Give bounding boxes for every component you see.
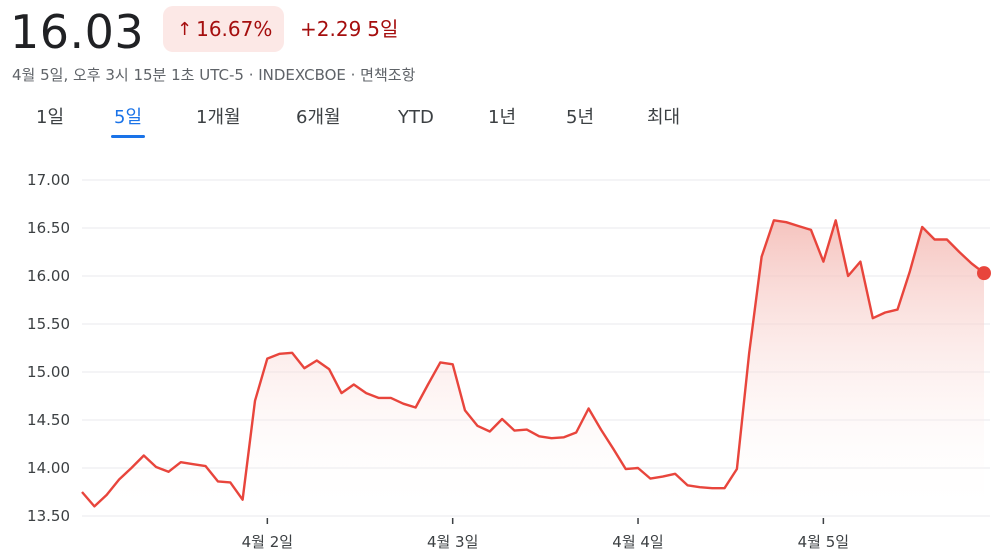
x-tick-label: 4월 4일	[612, 533, 663, 551]
price-line	[81, 219, 985, 508]
absolute-change-value: +2.29	[300, 17, 362, 41]
tab-1y[interactable]: 1년	[488, 107, 517, 128]
tab-6m[interactable]: 6개월	[296, 107, 341, 128]
quote-meta: 4월 5일, 오후 3시 15분 1초 UTC-5 · INDEXCBOE · …	[12, 66, 416, 84]
tab-1d[interactable]: 1일	[36, 107, 65, 128]
y-tick-label: 15.00	[27, 363, 70, 381]
range-tabs: 1일 5일 1개월 6개월 YTD 1년 5년 최대	[0, 100, 760, 140]
y-tick-label: 17.00	[27, 171, 70, 189]
current-price: 16.03	[10, 5, 145, 59]
tab-1m[interactable]: 1개월	[196, 107, 241, 128]
x-tick-label: 4월 5일	[798, 533, 849, 551]
percent-change-value: 16.67%	[196, 17, 273, 41]
tab-5y[interactable]: 5년	[566, 107, 595, 128]
arrow-up-icon: ↑	[177, 18, 193, 40]
x-tick-label: 4월 3일	[427, 533, 478, 551]
price-chart[interactable]: 17.00 16.50 16.00 15.50 15.00 14.50 14.00 13.50…	[0, 160, 1008, 560]
percent-change-badge: ↑ 16.67%	[163, 6, 285, 52]
change-period: 5일	[367, 17, 399, 41]
absolute-change: +2.29 5일	[300, 14, 398, 44]
price-area-fill	[82, 220, 984, 517]
grid-lines	[82, 179, 990, 517]
y-tick-label: 15.50	[27, 315, 70, 333]
y-tick-label: 16.50	[27, 219, 70, 237]
tab-5d[interactable]: 5일	[110, 100, 146, 138]
x-tick-label: 4월 2일	[242, 533, 293, 551]
x-axis: 4월 2일 4월 3일 4월 4일 4월 5일	[242, 518, 849, 551]
y-tick-label: 14.50	[27, 411, 70, 429]
y-tick-label: 13.50	[27, 507, 70, 525]
y-axis-labels: 17.00 16.50 16.00 15.50 15.00 14.50 14.00 13.50	[27, 171, 70, 525]
y-tick-label: 16.00	[27, 267, 70, 285]
tab-max[interactable]: 최대	[647, 107, 681, 128]
tab-ytd[interactable]: YTD	[398, 107, 434, 128]
y-tick-label: 14.00	[27, 459, 70, 477]
current-price-marker	[977, 266, 991, 281]
